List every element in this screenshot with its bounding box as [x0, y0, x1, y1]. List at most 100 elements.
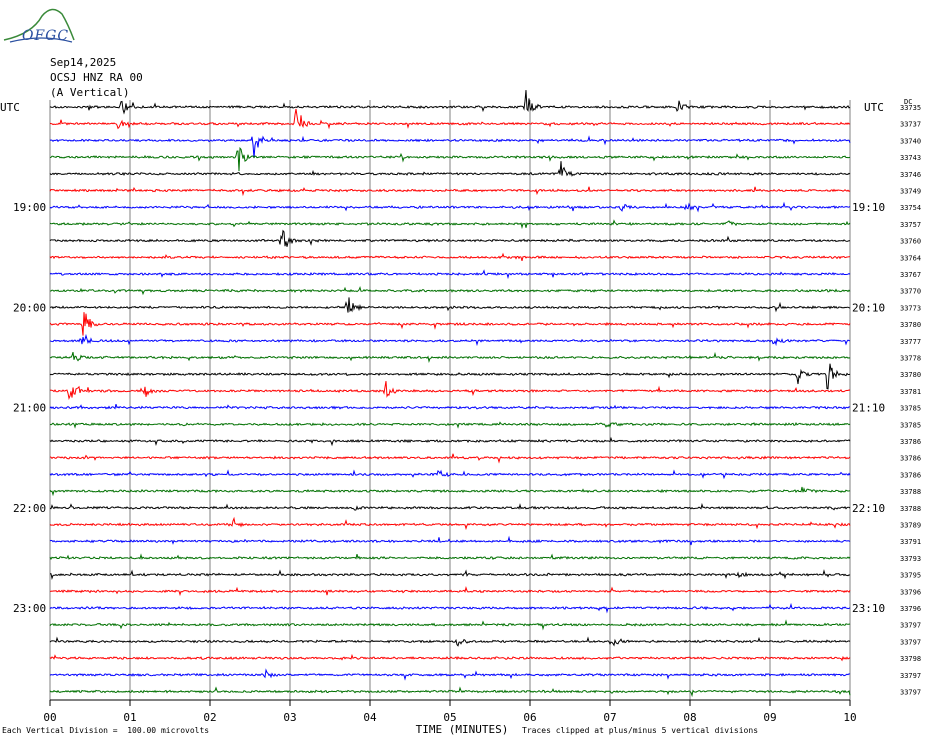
dc-offset-label: 33788	[900, 505, 921, 513]
hour-label-right: 19:10	[852, 201, 885, 214]
seismic-trace	[49, 586, 851, 597]
clip-note: Traces clipped at plus/minus 5 vertical …	[522, 726, 759, 735]
dc-offset-label: 33796	[900, 588, 921, 596]
seismic-trace	[49, 453, 851, 464]
dc-header-label: DC	[904, 98, 912, 106]
seismic-trace	[49, 90, 851, 115]
dc-offset-label: 33786	[900, 471, 921, 479]
dc-offset-label: 33797	[900, 638, 921, 646]
hour-label-right: 20:10	[852, 301, 885, 314]
dc-offset-label: 33754	[900, 204, 921, 212]
seismic-trace	[49, 219, 851, 230]
axis-labels: 00 01 02 03 04 05 06 07 08 09 10 TIME (MINUTES) UTC U…	[0, 98, 921, 736]
dc-offset-label: 33757	[900, 221, 921, 229]
component-label: (A Vertical)	[50, 86, 130, 99]
dc-offset-label: 33797	[900, 689, 921, 697]
seismic-trace	[49, 486, 851, 497]
x-tick-label: 04	[363, 711, 377, 724]
seismic-trace	[49, 269, 851, 280]
x-tick-label: 07	[603, 711, 616, 724]
dc-offset-label: 33788	[900, 488, 921, 496]
dc-offset-label: 33789	[900, 522, 921, 530]
seismic-trace	[49, 535, 851, 546]
right-utc-label: UTC	[864, 101, 884, 114]
seismic-trace	[49, 636, 851, 647]
seismic-trace	[49, 516, 851, 531]
hour-label-left: 23:00	[13, 602, 46, 615]
seismic-trace	[49, 201, 851, 213]
logo-mountain-icon	[3, 8, 75, 43]
seismic-trace	[49, 619, 851, 631]
seismic-trace	[49, 436, 851, 447]
dc-offset-label: 33749	[900, 188, 921, 196]
dc-offset-label: 33767	[900, 271, 921, 279]
hour-label-right: 22:10	[852, 502, 885, 515]
seismic-trace	[50, 297, 851, 313]
x-axis-title: TIME (MINUTES)	[416, 723, 509, 736]
seismic-trace	[49, 146, 851, 172]
dc-offset-label: 33777	[900, 338, 921, 346]
dc-offset-label: 33780	[900, 321, 921, 329]
trace-group	[49, 90, 851, 698]
dc-offset-label: 33760	[900, 238, 921, 246]
dc-offset-label: 33786	[900, 438, 921, 446]
x-tick-label: 05	[443, 711, 456, 724]
seismic-trace	[49, 469, 851, 480]
x-tick-label: 02	[203, 711, 216, 724]
seismic-trace	[49, 229, 850, 247]
dc-offset-label: 33778	[900, 355, 921, 363]
ofgc-logo: OFGC	[2, 4, 82, 44]
seismic-trace	[49, 186, 851, 197]
dc-offset-label: 33795	[900, 572, 921, 580]
seismic-trace	[49, 108, 851, 130]
hour-label-left: 22:00	[13, 502, 46, 515]
dc-offset-label: 33797	[900, 672, 921, 680]
dc-offset-label: 33780	[900, 371, 921, 379]
seismic-trace	[49, 381, 851, 400]
dc-offset-label: 33793	[900, 555, 921, 563]
hour-label-right: 21:10	[852, 402, 885, 415]
seismic-trace	[49, 686, 851, 698]
hour-label-left: 19:00	[13, 201, 46, 214]
seismic-trace	[49, 135, 851, 158]
left-utc-label: UTC	[0, 101, 20, 114]
dc-offset-label: 33781	[900, 388, 921, 396]
dc-offset-label: 33785	[900, 405, 921, 413]
seismic-trace	[49, 351, 851, 364]
seismic-trace	[50, 569, 851, 580]
dc-offset-label: 33791	[900, 538, 921, 546]
seismic-trace	[49, 602, 851, 614]
dc-offset-label: 33785	[900, 421, 921, 429]
scale-note: Each Vertical Division = 100.00 microvol…	[2, 726, 210, 735]
seismic-trace	[49, 403, 851, 410]
seismic-trace	[49, 363, 851, 390]
dc-offset-label: 33798	[900, 655, 921, 663]
dc-offset-label: 33797	[900, 622, 921, 630]
dc-offset-label: 33737	[900, 121, 921, 129]
dc-offset-label: 33740	[900, 137, 921, 145]
seismic-trace	[49, 312, 851, 336]
dc-offset-label: 33764	[900, 254, 921, 262]
hour-label-left: 21:00	[13, 402, 46, 415]
x-tick-label: 01	[123, 711, 136, 724]
hour-label-right: 23:10	[852, 602, 885, 615]
chart-date: Sep14,2025	[50, 56, 117, 69]
x-tick-label: 09	[763, 711, 776, 724]
dc-offset-label: 33786	[900, 455, 921, 463]
seismic-trace	[49, 653, 851, 662]
logo-text: OFGC	[22, 28, 70, 44]
x-tick-label: 00	[43, 711, 56, 724]
dc-offset-label: 33770	[900, 288, 921, 296]
dc-offset-label: 33773	[900, 304, 921, 312]
station-code: OCSJ HNZ RA 00	[50, 71, 143, 84]
seismic-trace	[49, 161, 851, 177]
seismic-trace	[49, 668, 851, 681]
plot-grid	[49, 100, 851, 706]
x-tick-label: 06	[523, 711, 536, 724]
seismic-trace	[49, 421, 851, 429]
dc-offset-label: 33735	[900, 104, 921, 112]
x-tick-label: 03	[283, 711, 296, 724]
hour-label-left: 20:00	[13, 301, 46, 314]
dc-offset-label: 33743	[900, 154, 921, 162]
